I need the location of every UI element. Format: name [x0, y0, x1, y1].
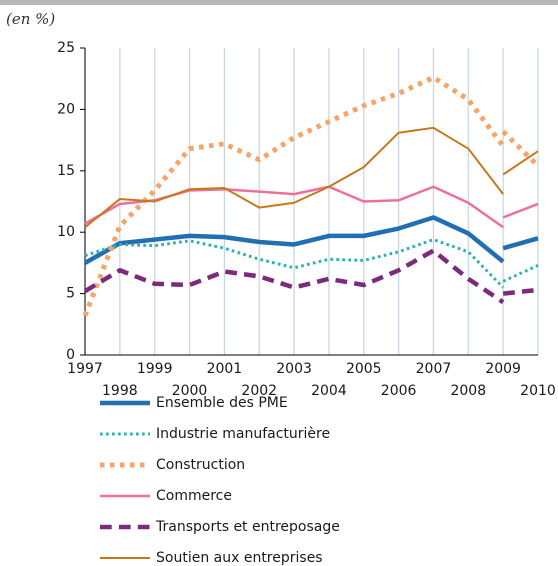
x-tick-label: 2002 [241, 383, 277, 399]
series-line [83, 215, 505, 265]
x-tick-label: 2004 [311, 383, 347, 399]
series-line [84, 126, 504, 229]
x-tick-label: 2006 [381, 383, 417, 399]
legend-label: Commerce [156, 488, 232, 504]
legend-label: Industrie manufacturière [156, 426, 330, 442]
y-tick-label: 0 [66, 347, 75, 363]
x-tick-label: 2010 [520, 383, 556, 399]
x-tick-label: 1999 [137, 361, 173, 377]
y-tick-label: 5 [66, 286, 75, 302]
series-line [83, 248, 505, 305]
legend-label: Ensemble des PME [156, 395, 288, 411]
legend-label: Transports et entreposage [155, 519, 340, 535]
x-tick-label: 2005 [346, 361, 382, 377]
x-tick-label: 1997 [67, 361, 103, 377]
x-tick-label: 2000 [172, 383, 208, 399]
x-tick-label: 1998 [102, 383, 138, 399]
top-band [0, 0, 558, 5]
y-tick-label: 10 [57, 224, 75, 240]
series-line [501, 129, 540, 168]
legend-label: Soutien aux entreprises [156, 550, 323, 566]
x-tick-label: 2008 [450, 383, 486, 399]
x-tick-label: 2001 [207, 361, 243, 377]
y-tick-label: 25 [57, 40, 75, 56]
series-line [502, 150, 539, 176]
series-line [502, 236, 539, 251]
series-line [84, 185, 504, 229]
x-tick-label: 2007 [416, 361, 452, 377]
series-line [502, 263, 539, 283]
y-tick-label: 20 [57, 101, 75, 117]
series-line [502, 287, 539, 296]
legend-label: Construction [156, 457, 245, 473]
x-tick-label: 2009 [485, 361, 521, 377]
series-line [502, 202, 539, 219]
unit-note: (en %) [6, 10, 55, 28]
x-tick-label: 2003 [276, 361, 312, 377]
y-tick-label: 15 [57, 163, 75, 179]
